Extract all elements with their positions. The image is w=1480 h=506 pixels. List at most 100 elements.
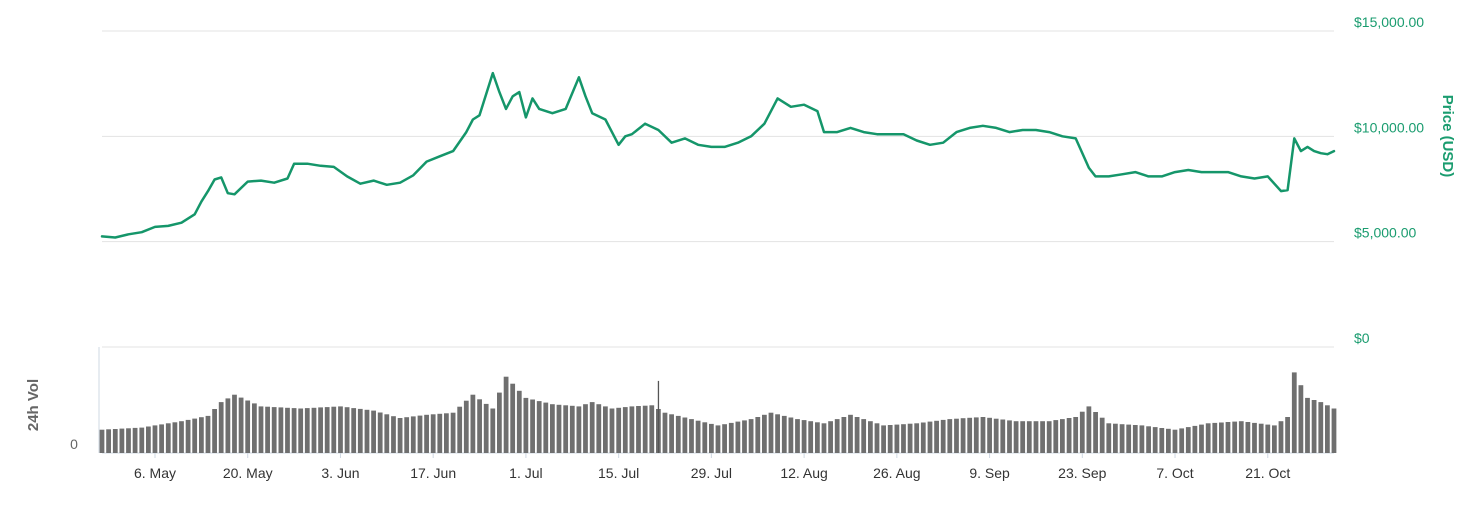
volume-bar bbox=[1166, 428, 1171, 453]
volume-bar bbox=[1285, 417, 1290, 453]
volume-bar bbox=[410, 416, 416, 453]
volume-bar bbox=[1000, 419, 1006, 453]
volume-bar bbox=[377, 412, 383, 453]
grid-layer bbox=[98, 30, 1334, 454]
volume-bar bbox=[987, 417, 992, 453]
volume-bar bbox=[1179, 428, 1185, 453]
volume-bar bbox=[1325, 405, 1330, 453]
date-tick-label: 9. Sep bbox=[969, 465, 1010, 481]
volume-bar bbox=[165, 423, 171, 453]
volume-bar bbox=[748, 419, 754, 453]
volume-bar bbox=[285, 407, 290, 453]
volume-bars bbox=[99, 372, 1337, 454]
price-axis-label: Price (USD) bbox=[1439, 95, 1456, 178]
volume-bar bbox=[722, 424, 727, 453]
volume-bar bbox=[119, 428, 125, 453]
volume-bar bbox=[1172, 429, 1178, 453]
volume-bar bbox=[139, 427, 145, 453]
volume-bar bbox=[1066, 418, 1072, 453]
volume-bar bbox=[338, 406, 343, 453]
volume-bar bbox=[199, 417, 204, 453]
volume-bar bbox=[218, 402, 224, 453]
volume-bar bbox=[762, 414, 767, 453]
volume-bar bbox=[642, 405, 648, 453]
volume-bar bbox=[1113, 423, 1118, 453]
volume-spike-bar bbox=[657, 380, 660, 453]
volume-bar bbox=[444, 413, 449, 454]
volume-bar bbox=[1040, 421, 1045, 453]
volume-bar bbox=[1291, 372, 1297, 453]
volume-bar bbox=[742, 420, 747, 453]
volume-bar bbox=[927, 421, 933, 453]
price-tick-label: $15,000.00 bbox=[1354, 14, 1424, 30]
volume-bar bbox=[132, 427, 138, 453]
volume-bar bbox=[728, 422, 734, 453]
volume-bar bbox=[596, 404, 602, 453]
volume-bar bbox=[954, 418, 959, 453]
volume-bar bbox=[391, 416, 396, 453]
date-tick-label: 17. Jun bbox=[410, 465, 456, 481]
volume-bar bbox=[894, 424, 900, 453]
volume-bar bbox=[868, 421, 873, 453]
volume-bar bbox=[649, 405, 655, 453]
volume-bar bbox=[238, 397, 244, 453]
volume-bar bbox=[1311, 400, 1317, 453]
volume-bar bbox=[1219, 422, 1224, 453]
volume-bar bbox=[503, 376, 509, 453]
volume-bar bbox=[344, 407, 350, 453]
volume-bar bbox=[225, 398, 231, 453]
volume-bar bbox=[245, 400, 251, 453]
volume-bar bbox=[1278, 421, 1284, 453]
volume-bar bbox=[881, 425, 886, 453]
volume-bar bbox=[702, 422, 708, 453]
volume-bar bbox=[689, 419, 694, 453]
date-tick-label: 7. Oct bbox=[1156, 465, 1193, 481]
volume-bar bbox=[1272, 425, 1277, 453]
date-tick-label: 15. Jul bbox=[598, 465, 639, 481]
volume-bar bbox=[212, 409, 217, 453]
date-tick-label: 6. May bbox=[134, 465, 176, 481]
volume-bar bbox=[980, 417, 986, 453]
volume-bar bbox=[775, 414, 780, 453]
volume-bar bbox=[583, 404, 588, 453]
volume-bar bbox=[318, 407, 323, 453]
volume-axis-label: 24h Vol bbox=[25, 379, 42, 431]
volume-bar bbox=[324, 407, 330, 453]
volume-bar bbox=[874, 423, 880, 453]
volume-bar bbox=[106, 429, 111, 453]
volume-bar bbox=[1159, 428, 1165, 453]
volume-bar bbox=[172, 422, 178, 453]
volume-bar bbox=[185, 419, 191, 453]
volume-bar bbox=[1020, 421, 1026, 453]
volume-bar bbox=[1238, 421, 1244, 453]
volume-bar bbox=[934, 420, 939, 453]
volume-bar bbox=[417, 415, 423, 453]
volume-bar bbox=[589, 402, 595, 453]
price-tick-label: $0 bbox=[1354, 330, 1370, 346]
volume-bar bbox=[112, 429, 118, 453]
volume-bar bbox=[1046, 421, 1052, 453]
date-tick-label: 20. May bbox=[223, 465, 273, 481]
volume-bar bbox=[662, 412, 668, 453]
volume-bar bbox=[1265, 424, 1271, 453]
volume-bar bbox=[569, 405, 575, 453]
volume-bar bbox=[576, 406, 582, 453]
volume-bar bbox=[887, 425, 893, 453]
volume-bar bbox=[271, 407, 277, 453]
volume-bar bbox=[682, 417, 688, 453]
volume-bar bbox=[801, 420, 807, 453]
volume-bar bbox=[695, 420, 701, 453]
volume-bar bbox=[404, 417, 410, 453]
volume-bar bbox=[1073, 417, 1079, 453]
volume-bar bbox=[1033, 421, 1039, 453]
volume-bar bbox=[463, 400, 469, 453]
volume-bar bbox=[1053, 420, 1059, 453]
volume-bar bbox=[973, 417, 979, 453]
price-tick-labels: $15,000.00 $10,000.00 $5,000.00 $0 bbox=[1354, 14, 1424, 346]
date-tick-label: 29. Jul bbox=[691, 465, 732, 481]
volume-bar bbox=[1205, 423, 1211, 453]
volume-bar bbox=[477, 399, 482, 453]
volume-bar bbox=[960, 418, 966, 453]
